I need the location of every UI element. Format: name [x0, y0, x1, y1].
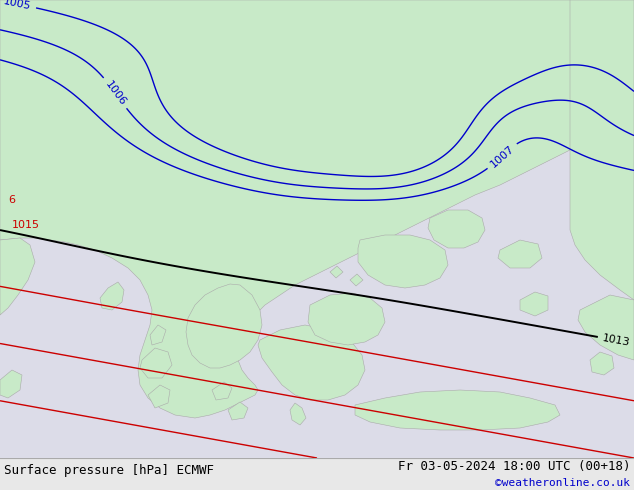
Text: 1007: 1007 — [488, 143, 516, 169]
Text: 1013: 1013 — [602, 333, 631, 348]
Text: 1015: 1015 — [12, 220, 40, 230]
Text: ©weatheronline.co.uk: ©weatheronline.co.uk — [495, 478, 630, 488]
Text: 1005: 1005 — [3, 0, 32, 12]
Text: 1006: 1006 — [103, 79, 127, 107]
Text: Fr 03-05-2024 18:00 UTC (00+18): Fr 03-05-2024 18:00 UTC (00+18) — [398, 461, 630, 473]
Text: Surface pressure [hPa] ECMWF: Surface pressure [hPa] ECMWF — [4, 465, 214, 477]
Text: 6: 6 — [8, 195, 15, 205]
